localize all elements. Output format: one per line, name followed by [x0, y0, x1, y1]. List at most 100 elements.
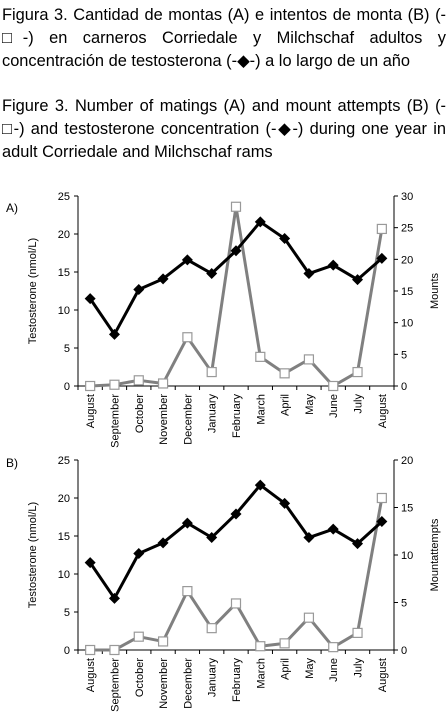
chart-a-testosterone-point — [376, 252, 388, 264]
chart-b-mounts-point — [85, 644, 96, 656]
chart-a-testosterone-point — [327, 259, 339, 271]
chart-b-mounts-point — [182, 586, 193, 597]
chart-a-xtick-label: July — [353, 394, 365, 414]
chart-a-xtick-label: June — [328, 394, 340, 418]
chart-a-xtick-label: May — [304, 394, 316, 415]
chart-a-mounts-point — [352, 366, 363, 378]
chart-b-testosterone-point — [254, 479, 266, 491]
chart-a-testosterone-point — [108, 328, 120, 340]
chart-b-xtick-label: August — [377, 658, 389, 692]
chart-b-xtick-label: December — [182, 658, 194, 709]
chart-a-testosterone-point — [206, 268, 218, 280]
chart-b-xtick-label: February — [231, 658, 243, 703]
chart-a-xtick-label: September — [109, 394, 121, 448]
chart-b-testosterone-point — [206, 532, 218, 544]
chart-b-y2tick-label: 10 — [401, 550, 413, 562]
chart-b-xtick-label: May — [304, 658, 316, 679]
chart-a-mounts-point — [303, 354, 315, 365]
chart-b-mounts-point — [376, 492, 387, 504]
chart-a-mounts-point — [328, 380, 339, 392]
chart-b-y2tick-label: 20 — [401, 455, 413, 467]
chart-a-testosterone-point — [303, 268, 315, 280]
chart-b-mounts-point — [328, 642, 339, 653]
chart-a-y2tick-label: 30 — [401, 191, 413, 203]
chart-b-mounts-point — [303, 612, 315, 623]
chart-b-xtick-label: April — [280, 658, 292, 680]
chart-b-y2label: Mountattempts — [429, 518, 441, 591]
chart-a-mounts-point — [279, 368, 290, 379]
chart-a-testosterone-point — [133, 283, 145, 295]
chart-b-testosterone-point — [279, 497, 291, 509]
chart-a-xtick-label: October — [134, 394, 146, 433]
chart-a-y2tick-label: 0 — [401, 381, 407, 393]
chart-b-ytick-label: 0 — [64, 645, 70, 657]
chart-b-mounts-point — [255, 641, 266, 652]
chart-b-testosterone-point — [352, 538, 364, 550]
caption-spanish: Figura 3. Cantidad de montas (A) e inten… — [2, 6, 446, 70]
chart-b-testosterone-line — [88, 483, 383, 600]
chart-b-xtick-label: July — [353, 658, 365, 678]
chart-b-mounts-line — [90, 497, 384, 652]
chart-a-ytick-label: 5 — [64, 343, 70, 355]
chart-a-ylabel: Testosterone (nmol/L) — [27, 238, 39, 344]
chart-a-y2tick-label: 15 — [401, 286, 413, 298]
chart-a-mounts-point — [255, 351, 266, 362]
chart-b-y2tick-label: 5 — [401, 598, 407, 610]
chart-b-ytick-label: 10 — [58, 569, 70, 581]
chart-a-xtick-label: March — [255, 394, 267, 425]
chart-a-xtick-label: January — [207, 394, 219, 434]
chart-b-ytick-label: 20 — [58, 493, 70, 505]
chart-b-testosterone-point — [376, 516, 388, 528]
chart-b-testosterone-point — [181, 517, 193, 529]
chart-b-mounts-point — [279, 638, 290, 649]
chart-b-xtick-label: June — [328, 658, 340, 682]
chart-a: 0 5 10 15 20 25 0 5 10 15 20 25 30 August September Oct… — [27, 191, 441, 448]
chart-b: 0 5 10 15 20 25 0 5 10 15 20 August September October… — [27, 455, 441, 712]
chart-b-ytick-label: 25 — [58, 455, 70, 467]
chart-a-y2tick-label: 5 — [401, 349, 407, 361]
chart-a-mounts-point — [85, 380, 96, 392]
chart-b-xtick-label: November — [158, 658, 170, 709]
chart-b-mounts-point — [230, 598, 242, 609]
chart-a-testosterone-point — [157, 273, 169, 285]
chart-a-testosterone-point — [254, 216, 266, 228]
chart-a-testosterone-point — [230, 245, 242, 257]
chart-b-mounts-point — [109, 644, 120, 656]
chart-b-mounts-point — [352, 627, 363, 638]
chart-a-mounts-point — [157, 378, 169, 389]
chart-b-mounts-point — [133, 631, 144, 642]
chart-a-mounts-point — [230, 201, 242, 212]
chart-b-ytick-label: 5 — [64, 607, 70, 619]
chart-b-xtick-label: March — [255, 658, 267, 689]
chart-a-xtick-label: February — [231, 394, 243, 439]
chart-a-y2label: Mounts — [429, 272, 441, 309]
chart-a-testosterone-point — [352, 274, 364, 286]
chart-a-xtick-label: April — [280, 394, 292, 416]
chart-a-mounts-point — [133, 375, 144, 386]
chart-a-testosterone-line — [88, 220, 383, 336]
chart-b-testosterone-point — [157, 537, 169, 549]
chart-a-ytick-label: 10 — [58, 305, 70, 317]
chart-b-testosterone-point — [108, 592, 120, 604]
chart-a-xtick-label: November — [158, 394, 170, 445]
chart-b-xtick-label: September — [109, 658, 121, 712]
chart-b-xtick-label: August — [85, 658, 97, 692]
panel-b-label: B) — [6, 456, 18, 470]
chart-b-ytick-label: 15 — [58, 531, 70, 543]
caption-english: Figure 3. Number of matings (A) and moun… — [2, 97, 446, 161]
chart-a-y2tick-label: 10 — [401, 318, 413, 330]
chart-b-ylabel: Testosterone (nmol/L) — [27, 502, 39, 608]
chart-b-testosterone-point — [327, 523, 339, 535]
chart-b-y2tick-label: 0 — [401, 645, 407, 657]
chart-a-mounts-point — [376, 223, 387, 235]
chart-a-ytick-label: 25 — [58, 191, 70, 203]
chart-b-xtick-label: January — [207, 658, 219, 698]
chart-b-y2tick-label: 15 — [401, 503, 413, 515]
chart-a-mounts-point — [109, 379, 120, 390]
chart-a-mounts-point — [182, 332, 193, 343]
chart-a-mounts-point — [206, 366, 217, 378]
chart-a-xtick-label: August — [377, 394, 389, 428]
chart-b-xtick-label: October — [134, 658, 146, 697]
chart-a-y2tick-label: 20 — [401, 254, 413, 266]
chart-a-xtick-label: December — [182, 394, 194, 445]
